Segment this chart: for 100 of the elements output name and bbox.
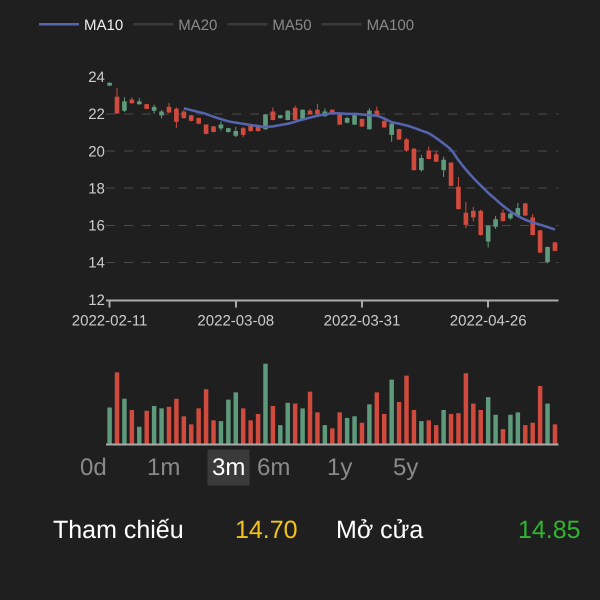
bar xyxy=(286,402,290,444)
legend-label: MA100 xyxy=(366,17,414,34)
candlestick xyxy=(464,202,468,229)
bar xyxy=(196,408,201,444)
bar xyxy=(114,372,120,444)
candlestick xyxy=(136,98,142,106)
candlestick xyxy=(204,124,208,135)
bar xyxy=(248,420,253,444)
candlestick xyxy=(471,206,476,222)
y-tick-label: 24 xyxy=(88,69,105,86)
candlestick xyxy=(538,229,542,254)
candlestick xyxy=(240,126,246,138)
bar xyxy=(270,406,276,444)
bar xyxy=(226,400,231,444)
bar xyxy=(240,408,246,444)
bar xyxy=(530,422,535,444)
bar xyxy=(404,376,409,444)
bar xyxy=(337,412,342,444)
candlestick xyxy=(174,106,179,128)
bar xyxy=(256,414,260,444)
candlestick xyxy=(419,154,424,172)
bar xyxy=(448,414,454,444)
text: 5y xyxy=(393,454,418,481)
text: Mở cửa xyxy=(336,516,424,544)
bar xyxy=(552,424,558,444)
bar xyxy=(107,408,112,444)
candlestick xyxy=(426,146,432,160)
text: 14.70 xyxy=(235,516,298,544)
bar xyxy=(486,397,490,444)
candlestick xyxy=(412,148,416,172)
candlestick xyxy=(270,106,276,121)
candlestick xyxy=(389,122,394,142)
candlestick xyxy=(478,208,484,236)
candlestick xyxy=(122,96,127,113)
candlestick xyxy=(166,102,172,114)
bar xyxy=(234,392,238,444)
candlestick xyxy=(344,116,350,124)
text: 3m xyxy=(212,454,246,481)
candlestick xyxy=(382,120,387,128)
candlestick xyxy=(182,110,186,120)
y-tick-label: 18 xyxy=(88,180,105,198)
bar xyxy=(189,424,194,444)
x-tick-label: 2022-02-11 xyxy=(72,312,148,330)
text: 1m xyxy=(147,454,180,481)
bar xyxy=(545,404,550,444)
bar xyxy=(278,425,283,444)
bar xyxy=(456,413,461,444)
bar xyxy=(374,392,380,444)
bar xyxy=(218,421,224,444)
legend-label: MA50 xyxy=(272,17,312,34)
bar xyxy=(292,404,298,444)
candlestick xyxy=(456,176,461,210)
candlestick xyxy=(545,246,550,264)
bar xyxy=(538,386,542,444)
legend-label: MA10 xyxy=(84,17,124,34)
candlestick xyxy=(292,105,298,121)
bar xyxy=(419,421,424,444)
candlestick xyxy=(130,96,134,104)
candlestick xyxy=(360,118,364,128)
bar xyxy=(523,425,528,444)
candlestick xyxy=(352,114,357,126)
bar xyxy=(352,416,357,444)
bar xyxy=(308,392,312,444)
candlestick xyxy=(404,138,409,152)
bar xyxy=(493,414,498,444)
candlestick xyxy=(396,128,402,140)
bar xyxy=(144,410,149,444)
x-tick-label: 2022-04-26 xyxy=(450,312,527,330)
candlestick xyxy=(522,202,528,216)
candlestick xyxy=(188,114,194,122)
bar xyxy=(122,398,127,444)
bar xyxy=(130,410,134,444)
candlestick xyxy=(493,215,498,230)
bar xyxy=(464,373,468,444)
bar xyxy=(315,412,320,444)
text: Tham chiếu xyxy=(53,516,184,544)
bar xyxy=(471,404,476,444)
bar xyxy=(508,414,513,444)
candlestick xyxy=(152,104,156,114)
bar xyxy=(300,408,305,444)
candlestick xyxy=(308,108,312,116)
y-tick-label: 16 xyxy=(88,218,105,235)
bar xyxy=(360,422,364,444)
candlestick xyxy=(233,126,238,138)
candlestick xyxy=(218,120,224,132)
candlestick xyxy=(285,110,290,121)
x-tick-label: 2022-03-31 xyxy=(324,312,400,330)
bar xyxy=(382,414,386,444)
candlestick xyxy=(500,208,506,222)
y-tick-label: 22 xyxy=(88,106,105,124)
bar xyxy=(174,398,179,444)
candlestick xyxy=(508,212,513,220)
bar xyxy=(137,426,142,444)
candlestick xyxy=(441,156,446,178)
bar xyxy=(500,429,506,444)
text: 0d xyxy=(80,454,107,481)
candlestick xyxy=(144,103,150,110)
line-series xyxy=(182,107,556,231)
bar xyxy=(426,420,432,444)
y-tick-label: 20 xyxy=(88,143,105,160)
